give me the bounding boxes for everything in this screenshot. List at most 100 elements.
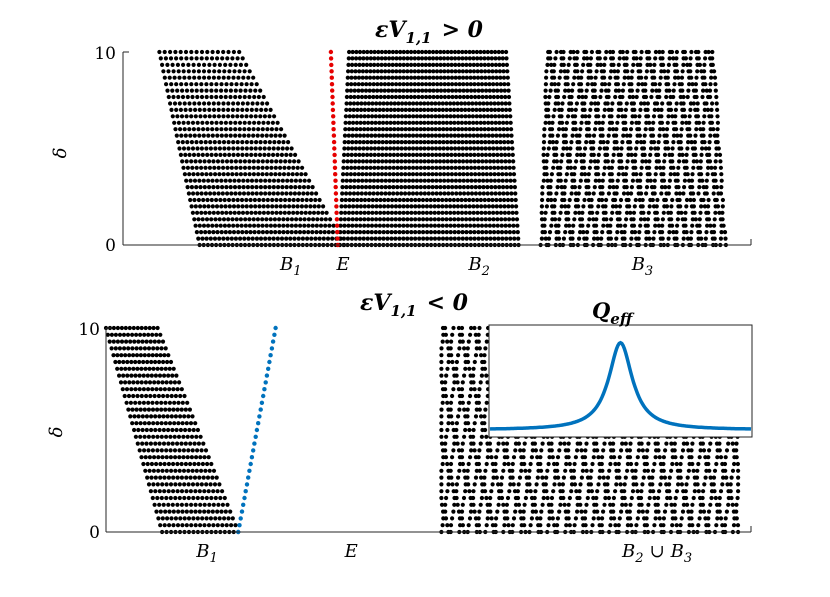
bottom-dot-b1 bbox=[140, 339, 145, 344]
top-dot-b1 bbox=[175, 62, 180, 67]
top-dot-b3 bbox=[691, 101, 696, 106]
top-dot-b1 bbox=[274, 204, 279, 209]
top-dot-b1 bbox=[284, 236, 289, 241]
top-dot-b2 bbox=[430, 172, 435, 177]
bottom-dot-b1 bbox=[217, 516, 222, 521]
top-dot-b1 bbox=[204, 172, 209, 177]
top-dot-b2 bbox=[417, 197, 422, 203]
bottom-dot-b2ub3 bbox=[505, 455, 510, 460]
top-dot-b1 bbox=[174, 82, 179, 87]
top-dot-b2 bbox=[425, 230, 430, 235]
top-dot-b1 bbox=[205, 152, 210, 157]
top-dot-b2 bbox=[514, 204, 519, 209]
top-dot-b3 bbox=[605, 101, 610, 106]
top-dot-b3 bbox=[715, 140, 720, 145]
top-dot-b2 bbox=[450, 82, 455, 87]
bottom-dot-b2ub3 bbox=[440, 461, 445, 467]
top-dot-b1 bbox=[162, 75, 167, 80]
top-dot-b1 bbox=[226, 197, 232, 203]
bottom-dot-b1 bbox=[220, 489, 225, 494]
top-dot-b1 bbox=[278, 165, 283, 170]
top-dot-b2 bbox=[352, 88, 357, 93]
bottom-dot-b2ub3 bbox=[578, 482, 583, 487]
top-dot-b2 bbox=[507, 230, 512, 235]
top-dot-b1 bbox=[184, 114, 189, 119]
top-dot-b3 bbox=[708, 82, 713, 87]
bottom-dot-b1 bbox=[160, 482, 165, 487]
bottom-dot-b2ub3 bbox=[466, 400, 471, 405]
top-dot-b2 bbox=[344, 101, 349, 106]
top-dot-b2 bbox=[366, 197, 371, 203]
top-dot-b2 bbox=[372, 62, 377, 67]
top-dot-b1 bbox=[255, 133, 260, 138]
top-dot-b2 bbox=[365, 140, 370, 145]
top-dot-b3 bbox=[682, 178, 688, 183]
bottom-dot-b1 bbox=[146, 353, 151, 358]
top-dot-b3 bbox=[706, 210, 711, 215]
top-dot-b3 bbox=[546, 107, 551, 112]
top-dot-b2 bbox=[472, 159, 477, 164]
top-dot-b1 bbox=[235, 114, 240, 119]
bottom-dot-b2ub3 bbox=[735, 523, 741, 528]
top-dot-b2 bbox=[361, 146, 366, 151]
top-dot-b1 bbox=[251, 165, 256, 170]
top-dot-b3 bbox=[625, 69, 630, 74]
bottom-dot-b1 bbox=[163, 421, 168, 426]
top-dot-b3 bbox=[571, 49, 576, 55]
bottom-dot-b1 bbox=[159, 495, 164, 501]
top-dot-b1 bbox=[300, 165, 305, 170]
bottom-dot-b2ub3 bbox=[724, 509, 730, 514]
top-dot-b2 bbox=[467, 127, 472, 132]
bottom-dot-b2ub3 bbox=[566, 448, 571, 453]
top-dot-b3 bbox=[540, 191, 545, 196]
bottom-dot-b2ub3 bbox=[450, 482, 455, 487]
top-dot-b3 bbox=[656, 152, 661, 157]
top-dot-b1 bbox=[313, 197, 318, 203]
bottom-dot-b2ub3 bbox=[484, 495, 489, 501]
top-dot-b2 bbox=[436, 230, 441, 235]
top-dot-b1 bbox=[322, 230, 327, 235]
bottom-dot-b2ub3 bbox=[555, 461, 560, 467]
top-dot-b1 bbox=[216, 75, 221, 80]
top-dot-b2 bbox=[377, 133, 382, 138]
top-dot-b1 bbox=[224, 210, 229, 215]
bottom-dot-b2ub3 bbox=[657, 489, 662, 494]
top-dot-b2 bbox=[348, 178, 353, 183]
bottom-dot-b1 bbox=[140, 414, 145, 419]
top-dot-b2 bbox=[498, 146, 503, 151]
top-dot-b1 bbox=[260, 133, 265, 138]
top-dot-b3 bbox=[645, 101, 651, 106]
top-dot-b3 bbox=[644, 236, 649, 241]
top-dot-b3 bbox=[624, 210, 630, 215]
top-dot-b3 bbox=[609, 217, 614, 222]
top-dot-b2 bbox=[401, 75, 406, 80]
top-dot-b1 bbox=[250, 185, 255, 190]
top-dot-b2 bbox=[460, 223, 465, 228]
top-dot-b2 bbox=[491, 217, 496, 222]
top-dot-b2 bbox=[424, 94, 429, 100]
bottom-dot-b1 bbox=[158, 332, 163, 337]
bottom-dot-b1 bbox=[222, 516, 227, 521]
top-dot-b2 bbox=[452, 236, 457, 241]
top-dot-b1 bbox=[192, 217, 197, 222]
top-dot-b3 bbox=[665, 140, 670, 145]
top-dot-b1 bbox=[221, 236, 226, 241]
bottom-dot-b2ub3 bbox=[574, 489, 579, 494]
top-dot-b1 bbox=[242, 236, 247, 241]
top-dot-b2 bbox=[512, 185, 518, 190]
top-dot-b3 bbox=[579, 120, 584, 125]
bottom-dot-b1 bbox=[131, 353, 136, 358]
top-dot-b3 bbox=[655, 101, 660, 106]
bottom-dot-b2ub3 bbox=[573, 455, 579, 460]
top-dot-b2 bbox=[360, 159, 366, 164]
bottom-dot-b2ub3 bbox=[713, 495, 718, 501]
top-dot-b2 bbox=[479, 62, 484, 67]
top-dot-b2 bbox=[417, 236, 422, 241]
top-dot-b2 bbox=[420, 210, 426, 215]
top-dot-b3 bbox=[581, 230, 586, 235]
top-dot-b2 bbox=[430, 185, 435, 190]
bottom-dot-b1 bbox=[218, 495, 223, 501]
bottom-dot-b1 bbox=[125, 359, 130, 365]
bottom-dot-b2ub3 bbox=[445, 461, 450, 467]
top-dot-b2 bbox=[482, 114, 487, 119]
